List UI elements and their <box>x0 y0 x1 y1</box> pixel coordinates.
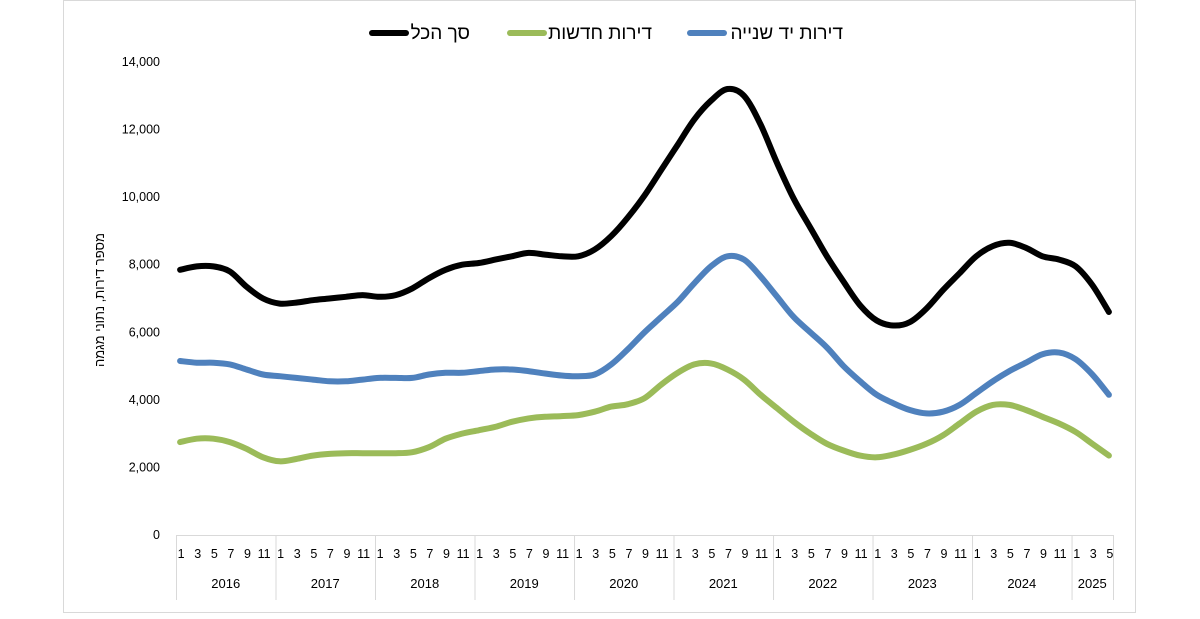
x-month-tick-label: 7 <box>426 547 433 561</box>
x-month-tick-label: 1 <box>476 547 483 561</box>
x-month-tick-label: 7 <box>824 547 831 561</box>
x-month-tick-label: 5 <box>609 547 616 561</box>
x-month-tick-label: 11 <box>954 547 967 561</box>
x-month-tick-label: 9 <box>642 547 649 561</box>
x-month-tick-label: 3 <box>393 547 400 561</box>
y-tick-label: 14,000 <box>122 55 160 69</box>
x-year-tick-label: 2017 <box>311 576 340 591</box>
series-line-0 <box>177 85 1112 329</box>
x-month-tick-label: 7 <box>1023 547 1030 561</box>
x-year-tick-label: 2025 <box>1078 576 1107 591</box>
y-tick-label: 10,000 <box>122 190 160 204</box>
x-month-tick-label: 9 <box>543 547 550 561</box>
x-month-tick-label: 1 <box>277 547 284 561</box>
x-month-tick-label: 3 <box>592 547 599 561</box>
x-month-tick-label: 5 <box>708 547 715 561</box>
x-month-tick-label: 5 <box>310 547 317 561</box>
legend: סך הכל דירות חדשות דירות יד שנייה <box>369 23 844 44</box>
x-month-tick-label: 1 <box>1073 547 1080 561</box>
x-month-tick-label: 9 <box>443 547 450 561</box>
x-year-tick-label: 2019 <box>510 576 539 591</box>
y-tick-label: 8,000 <box>129 258 160 272</box>
x-month-tick-label: 7 <box>924 547 931 561</box>
x-year-tick-label: 2021 <box>709 576 738 591</box>
y-tick-label: 4,000 <box>129 393 160 407</box>
x-month-tick-label: 3 <box>194 547 201 561</box>
x-month-tick-label: 7 <box>327 547 334 561</box>
x-month-tick-label: 1 <box>178 547 185 561</box>
x-month-tick-label: 5 <box>907 547 914 561</box>
series-line-1 <box>177 359 1112 465</box>
x-month-tick-label: 3 <box>692 547 699 561</box>
y-tick-label: 2,000 <box>129 460 160 474</box>
y-tick-label: 12,000 <box>122 123 160 137</box>
x-month-tick-label: 1 <box>974 547 981 561</box>
x-year-tick-label: 2020 <box>609 576 638 591</box>
x-month-tick-label: 5 <box>1106 547 1113 561</box>
x-month-tick-label: 11 <box>258 547 271 561</box>
legend-label-0: סך הכל <box>411 23 470 44</box>
x-month-tick-label: 11 <box>855 547 868 561</box>
x-month-tick-label: 7 <box>227 547 234 561</box>
x-month-tick-label: 3 <box>990 547 997 561</box>
y-tick-label: 6,000 <box>129 325 160 339</box>
y-axis-label: מספר דירות, נתוני מגמה <box>92 233 107 367</box>
x-month-tick-label: 11 <box>656 547 669 561</box>
x-month-tick-label: 9 <box>244 547 251 561</box>
x-month-tick-label: 1 <box>377 547 384 561</box>
x-month-tick-label: 7 <box>725 547 732 561</box>
x-month-tick-label: 3 <box>891 547 898 561</box>
series-line-2 <box>177 252 1112 417</box>
x-month-tick-label: 11 <box>556 547 569 561</box>
x-month-tick-label: 3 <box>1090 547 1097 561</box>
x-month-tick-label: 5 <box>410 547 417 561</box>
legend-label-2: דירות יד שנייה <box>731 23 844 44</box>
x-month-tick-label: 9 <box>742 547 749 561</box>
x-month-tick-label: 7 <box>625 547 632 561</box>
chart-frame <box>63 0 1136 613</box>
x-month-tick-label: 7 <box>526 547 533 561</box>
x-month-tick-label: 1 <box>874 547 881 561</box>
x-year-tick-label: 2023 <box>908 576 937 591</box>
x-month-tick-label: 1 <box>775 547 782 561</box>
x-month-tick-label: 5 <box>808 547 815 561</box>
x-month-tick-label: 11 <box>457 547 470 561</box>
x-month-tick-label: 9 <box>344 547 351 561</box>
x-month-tick-label: 1 <box>675 547 682 561</box>
y-axis: 0 2,000 4,000 6,000 8,000 10,000 12,000 14,000 <box>122 55 160 542</box>
x-month-tick-label: 11 <box>1054 547 1067 561</box>
x-year-tick-label: 2024 <box>1007 576 1036 591</box>
x-month-tick-label: 5 <box>1007 547 1014 561</box>
x-month-tick-label: 3 <box>294 547 301 561</box>
x-month-tick-label: 9 <box>1040 547 1047 561</box>
x-month-tick-label: 9 <box>941 547 948 561</box>
x-year-tick-label: 2016 <box>211 576 240 591</box>
x-month-tick-label: 3 <box>493 547 500 561</box>
x-year-tick-label: 2022 <box>808 576 837 591</box>
y-tick-label: 0 <box>153 528 160 542</box>
x-month-tick-label: 11 <box>357 547 370 561</box>
x-year-tick-label: 2018 <box>410 576 439 591</box>
legend-label-1: דירות חדשות <box>548 23 652 44</box>
x-month-tick-label: 9 <box>841 547 848 561</box>
x-month-tick-label: 5 <box>211 547 218 561</box>
x-month-tick-label: 1 <box>576 547 583 561</box>
x-month-tick-label: 5 <box>509 547 516 561</box>
series-layer <box>177 85 1112 465</box>
x-month-tick-label: 3 <box>791 547 798 561</box>
x-month-tick-label: 11 <box>755 547 768 561</box>
